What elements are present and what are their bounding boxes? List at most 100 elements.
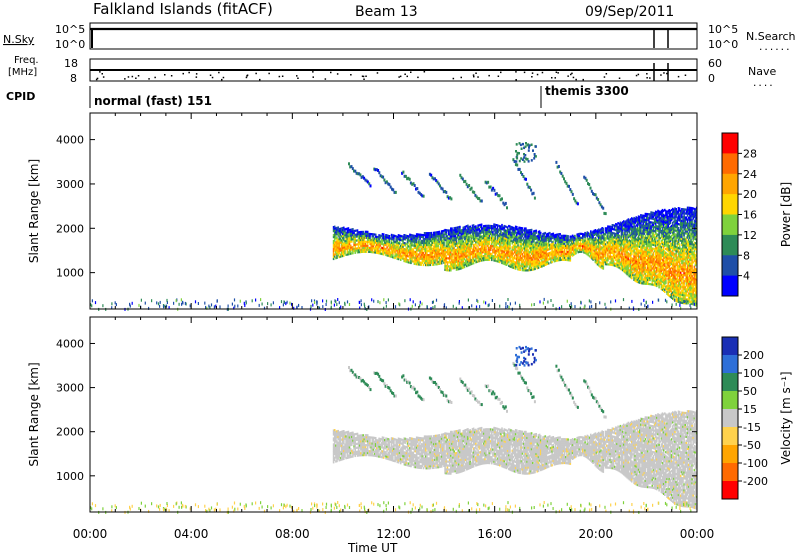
data-cell <box>662 243 665 246</box>
data-cell <box>619 221 622 224</box>
data-cell <box>463 254 466 257</box>
data-cell <box>652 239 655 242</box>
data-cell <box>337 232 339 235</box>
data-cell <box>591 233 593 236</box>
data-cell <box>453 265 455 268</box>
data-cell <box>598 264 600 267</box>
data-cell <box>461 254 463 258</box>
data-cell <box>641 258 643 261</box>
data-cell <box>648 225 650 228</box>
data-cell <box>477 252 479 255</box>
data-cell <box>559 243 561 246</box>
data-cell <box>368 234 370 237</box>
data-cell <box>346 249 349 252</box>
data-cell <box>665 281 667 284</box>
data-cell <box>649 271 651 274</box>
data-cell <box>595 232 598 235</box>
data-cell <box>463 244 466 247</box>
data-cell <box>662 279 665 282</box>
data-cell <box>601 264 603 268</box>
data-cell <box>492 233 494 236</box>
data-cell <box>625 262 627 265</box>
data-cell <box>577 247 580 250</box>
data-cell <box>618 228 621 231</box>
data-cell <box>658 216 660 219</box>
data-cell <box>458 264 460 267</box>
data-cell <box>636 240 639 243</box>
data-cell <box>644 280 647 283</box>
data-cell <box>607 253 609 256</box>
data-cell <box>450 241 452 244</box>
data-cell <box>466 239 468 242</box>
data-cell <box>660 224 663 227</box>
data-cell <box>440 230 443 233</box>
data-cell <box>434 255 436 258</box>
data-cell <box>621 265 624 268</box>
data-cell <box>446 269 449 272</box>
data-cell <box>395 235 397 238</box>
data-cell <box>496 236 499 239</box>
data-cell <box>462 230 465 233</box>
data-cell <box>544 231 547 235</box>
data-cell <box>652 217 655 220</box>
data-cell <box>431 239 434 242</box>
data-cell <box>603 235 606 238</box>
data-cell <box>633 236 635 240</box>
data-cell <box>660 241 663 245</box>
data-cell <box>352 234 354 237</box>
data-cell <box>640 278 642 281</box>
data-cell <box>361 236 363 239</box>
data-cell <box>608 227 610 230</box>
data-cell <box>405 236 408 239</box>
data-cell <box>626 267 628 270</box>
data-cell <box>545 261 548 264</box>
data-cell <box>649 223 651 226</box>
data-cell <box>582 239 584 242</box>
data-cell <box>550 239 552 242</box>
data-cell <box>376 241 378 244</box>
noise-tick-left-top: 10^5 <box>55 23 85 36</box>
data-cell <box>657 225 659 228</box>
data-cell <box>453 247 455 250</box>
data-cell <box>399 246 402 249</box>
data-cell <box>594 255 597 258</box>
data-cell <box>435 247 437 250</box>
data-cell <box>398 254 401 257</box>
data-cell <box>659 265 661 268</box>
data-cell <box>664 288 666 291</box>
data-cell <box>379 242 382 245</box>
data-cell <box>646 282 649 285</box>
data-cell <box>652 255 655 258</box>
data-cell <box>443 241 445 244</box>
data-cell <box>551 237 553 240</box>
data-cell <box>387 236 389 239</box>
data-cell <box>401 255 403 258</box>
data-cell <box>464 255 467 258</box>
data-cell <box>505 229 508 233</box>
nave-dot <box>135 77 137 79</box>
data-cell <box>645 216 648 220</box>
data-cell <box>542 256 544 259</box>
date-title: 09/Sep/2011 <box>585 4 674 20</box>
data-cell <box>369 238 371 242</box>
data-cell <box>529 264 532 268</box>
data-cell <box>646 240 649 244</box>
data-cell <box>484 242 486 246</box>
data-cell <box>438 240 441 243</box>
data-cell <box>538 244 541 247</box>
data-cell <box>458 252 460 255</box>
data-cell <box>549 255 551 259</box>
data-cell <box>514 261 517 264</box>
data-cell <box>547 238 550 241</box>
noise-strip: 10^5 10^0 10^5 10^0 <box>55 22 738 51</box>
data-cell <box>592 234 594 237</box>
data-cell <box>602 245 605 248</box>
data-cell <box>617 248 619 251</box>
data-cell <box>447 253 450 256</box>
data-cell <box>343 230 345 233</box>
data-cell <box>660 281 663 284</box>
data-cell <box>559 241 561 244</box>
data-cell <box>360 250 362 254</box>
data-cell <box>585 246 588 249</box>
data-cell <box>543 244 545 247</box>
